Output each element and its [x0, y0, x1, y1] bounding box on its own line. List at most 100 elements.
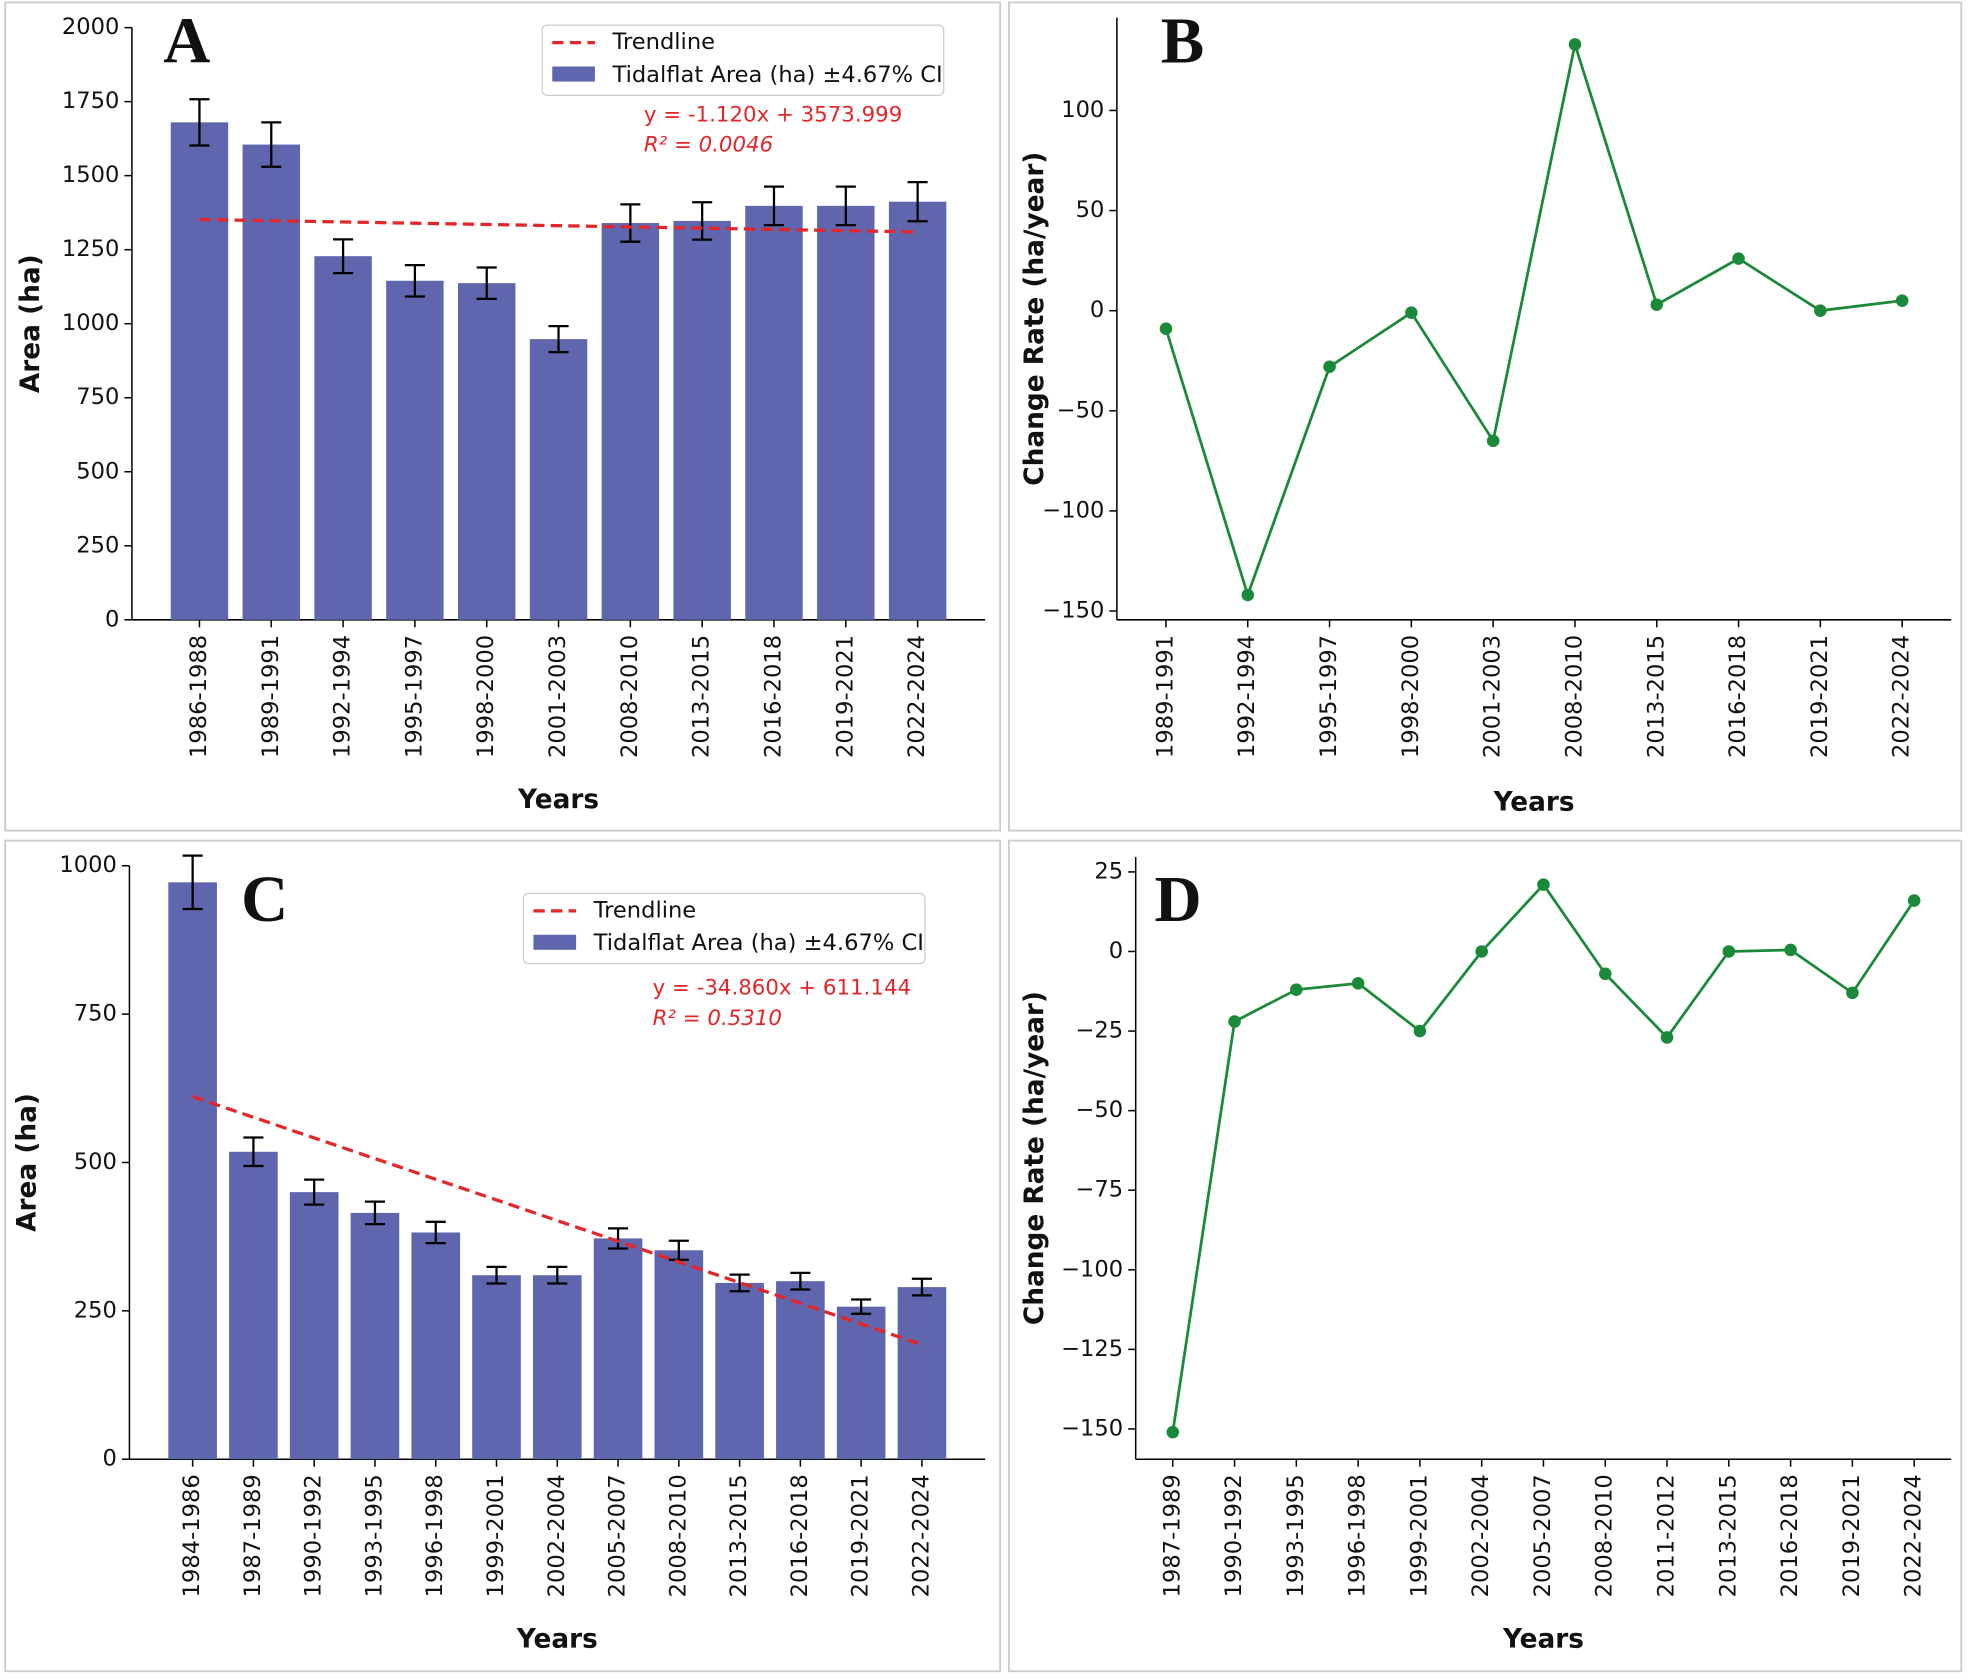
- bar: [314, 256, 372, 620]
- x-tick-label: 1986-1988: [186, 635, 212, 758]
- x-tick-label: 2001-2003: [545, 635, 571, 758]
- x-tick-label: 2005-2007: [605, 1474, 631, 1597]
- bar: [168, 882, 217, 1460]
- x-tick-label: 2013-2015: [689, 635, 715, 758]
- x-tick-label: 2002-2004: [1468, 1474, 1494, 1597]
- legend-label: Trendline: [593, 897, 697, 923]
- y-tick-label: −50: [1075, 1097, 1123, 1123]
- point: [1660, 1031, 1674, 1044]
- x-tick-label: 2011-2012: [1654, 1474, 1680, 1597]
- panel-label: A: [163, 6, 210, 78]
- bar: [776, 1281, 825, 1460]
- x-tick-label: 1990-1992: [301, 1474, 327, 1597]
- bar: [472, 1275, 521, 1460]
- trendline: [199, 217, 918, 234]
- x-tick-label: 2022-2024: [1901, 1474, 1927, 1597]
- y-tick-label: 750: [74, 1001, 117, 1027]
- point: [1846, 986, 1859, 1000]
- point: [1228, 1015, 1241, 1028]
- legend-label: Trendline: [611, 29, 715, 55]
- x-tick-label: 2022-2024: [904, 635, 930, 758]
- y-tick-label: −25: [1075, 1018, 1123, 1044]
- bar: [529, 339, 588, 620]
- y-tick-label: −150: [1061, 1415, 1123, 1441]
- y-tick-label: 500: [76, 458, 119, 484]
- y-tick-label: 250: [76, 532, 119, 558]
- bar: [817, 205, 875, 620]
- bar: [654, 1250, 704, 1460]
- point: [1290, 983, 1303, 996]
- point: [1895, 294, 1909, 307]
- point: [1722, 945, 1736, 958]
- panel-label: B: [1161, 6, 1205, 78]
- bar: [289, 1192, 339, 1460]
- y-tick-label: −100: [1042, 497, 1104, 523]
- x-tick-label: 1999-2001: [483, 1474, 509, 1597]
- y-tick-label: 0: [1090, 297, 1104, 323]
- x-tick-label: 2005-2007: [1530, 1474, 1556, 1597]
- bar: [888, 201, 947, 620]
- x-axis-label: Years: [517, 785, 599, 815]
- point: [1323, 360, 1336, 374]
- y-tick-label: −75: [1075, 1177, 1123, 1203]
- point: [1413, 1024, 1427, 1038]
- panel-frame: [1008, 1, 1963, 832]
- x-tick-label: 2016-2018: [760, 635, 786, 758]
- x-tick-label: 2002-2004: [544, 1474, 570, 1597]
- point: [1537, 878, 1550, 891]
- x-tick-label: 2013-2015: [726, 1474, 752, 1597]
- r-squared: R² = 0.5310: [653, 1006, 782, 1031]
- legend-box: [522, 892, 926, 965]
- x-tick-label: 1998-2000: [473, 635, 499, 758]
- legend-label: Tidalflat Area (ha) ±4.67% CI: [611, 62, 942, 88]
- bar: [593, 1238, 643, 1460]
- x-tick-label: 1990-1992: [1221, 1474, 1247, 1597]
- x-axis-label: Years: [1493, 787, 1575, 817]
- x-tick-label: 1998-2000: [1398, 635, 1424, 758]
- x-tick-label: 2013-2015: [1643, 635, 1669, 758]
- point: [1405, 306, 1418, 319]
- bar: [715, 1282, 764, 1460]
- x-axis-label: Years: [516, 1624, 598, 1654]
- point: [1166, 1425, 1180, 1439]
- x-tick-label: 1984-1986: [179, 1474, 205, 1597]
- x-tick-label: 1996-1998: [1345, 1474, 1371, 1597]
- r-squared: R² = 0.0046: [644, 133, 773, 158]
- point: [1486, 434, 1500, 448]
- y-tick-label: 1250: [62, 236, 119, 262]
- bar: [457, 283, 516, 620]
- y-tick-label: 0: [103, 1446, 117, 1472]
- equation: y = -1.120x + 3573.999: [644, 102, 902, 127]
- x-tick-label: 2019-2021: [848, 1474, 874, 1597]
- x-tick-label: 1993-1995: [1283, 1474, 1309, 1597]
- x-tick-label: 1993-1995: [361, 1474, 387, 1597]
- point: [1907, 894, 1921, 907]
- y-tick-label: 100: [1061, 97, 1104, 123]
- y-tick-label: −50: [1057, 397, 1105, 423]
- x-tick-label: 2016-2018: [787, 1474, 813, 1597]
- x-tick-label: 1992-1994: [1234, 635, 1260, 758]
- y-axis-label: Area (ha): [12, 1093, 42, 1232]
- x-tick-label: 1995-1997: [401, 635, 427, 758]
- x-tick-label: 2001-2003: [1480, 635, 1506, 758]
- panel-label: C: [241, 864, 288, 936]
- y-tick-label: −125: [1061, 1336, 1123, 1362]
- y-axis-label: Change Rate (ha/year): [1020, 991, 1050, 1325]
- legend-box: [541, 24, 945, 96]
- bar: [532, 1275, 582, 1460]
- point: [1784, 943, 1797, 957]
- x-tick-label: 2008-2010: [1561, 635, 1587, 758]
- point: [1732, 252, 1745, 265]
- y-tick-label: 50: [1076, 197, 1105, 223]
- panel-frame: [4, 1, 1002, 832]
- y-tick-label: 750: [76, 384, 119, 410]
- bar: [229, 1151, 278, 1460]
- equation: y = -34.860x + 611.144: [653, 976, 911, 1001]
- point: [1814, 304, 1827, 317]
- point: [1568, 38, 1582, 51]
- x-tick-label: 2019-2021: [1839, 1474, 1865, 1597]
- y-tick-label: 1750: [62, 88, 119, 114]
- legend-swatch: [552, 66, 595, 82]
- y-tick-label: 25: [1094, 858, 1123, 884]
